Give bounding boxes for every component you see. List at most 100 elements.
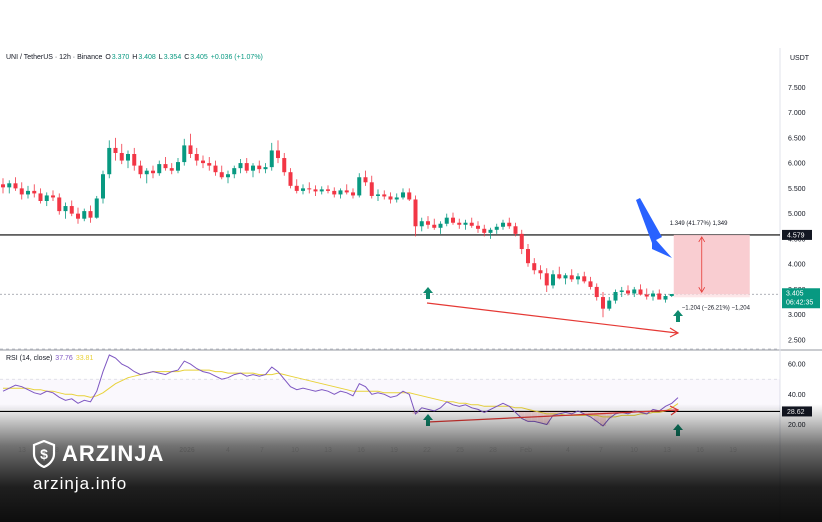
candle-body	[551, 274, 555, 286]
dollar-shield-icon: $	[32, 440, 56, 468]
candle-body	[619, 290, 624, 292]
candle-body	[332, 190, 337, 195]
candle-body	[1, 184, 5, 188]
candle-body	[288, 172, 293, 186]
candle-body	[207, 163, 212, 166]
candle-body	[63, 206, 68, 212]
candle-body	[232, 168, 237, 175]
candle-body	[669, 294, 674, 297]
high-label: H	[132, 54, 138, 61]
price-tick-label: 6.000	[788, 161, 806, 168]
candle-body	[201, 160, 205, 164]
brand-site: arzinja.info	[33, 474, 128, 493]
candle-body	[582, 276, 587, 282]
candle-body	[226, 174, 230, 178]
rsi-header: RSI (14, close) 37.76 33.81	[6, 355, 93, 362]
candle-body	[188, 145, 193, 154]
candle-body	[101, 174, 105, 199]
price-tick-label: 7.000	[788, 110, 806, 117]
candle-body	[94, 198, 99, 218]
time-tick-label: 2026	[179, 447, 195, 454]
candle-body	[351, 192, 355, 196]
callout-arrow	[636, 198, 672, 258]
candle-body	[419, 221, 424, 227]
time-tick-label: 13	[324, 447, 332, 454]
candle-body	[326, 189, 330, 191]
target-measure-arrowhead	[698, 236, 706, 243]
price-tick-label: 5.500	[788, 186, 806, 193]
last-price-badge	[782, 288, 820, 309]
candle-body	[269, 150, 274, 168]
candle-body	[7, 183, 12, 188]
price-tick-label: 4.000	[788, 262, 806, 269]
rsi-tick-label: 60.00	[788, 362, 806, 369]
price-divergence-line	[426, 302, 678, 334]
time-tick-label: 28	[489, 447, 497, 454]
candle-body	[113, 147, 118, 153]
candle-body	[119, 152, 124, 161]
candle-body	[563, 275, 568, 279]
time-tick-label: 13	[18, 447, 26, 454]
rsi-tick-label: 20.00	[788, 422, 806, 429]
candle-body	[401, 192, 405, 198]
time-tick-label: 10	[291, 447, 299, 454]
candle-body	[394, 197, 399, 200]
candle-body	[51, 195, 55, 198]
candle-body	[301, 188, 305, 191]
target-zone	[673, 234, 750, 295]
candle-body	[319, 189, 324, 192]
target-label: 1.349 (41.77%) 1,349	[670, 221, 728, 227]
candle-body	[132, 153, 137, 166]
candle-body	[107, 147, 112, 175]
time-tick-label: Feb	[520, 447, 532, 454]
candle-body	[469, 222, 474, 226]
candle-body	[169, 168, 174, 171]
low-value: 3.354	[163, 54, 182, 61]
candle-body	[588, 281, 593, 287]
candle-body	[457, 222, 462, 225]
rsi-tick-label: 40.00	[788, 392, 806, 399]
time-tick-label: 10	[630, 447, 638, 454]
candle-body	[138, 165, 143, 175]
open-value: 3.370	[111, 54, 130, 61]
candle-body	[76, 213, 80, 219]
candle-body	[26, 190, 30, 195]
price-tick-label: 5.000	[788, 211, 806, 218]
candle-body	[501, 222, 505, 227]
candle-body	[257, 165, 262, 170]
candle-body	[638, 289, 643, 295]
candle-body	[176, 162, 180, 171]
level-price-badge	[782, 229, 812, 240]
time-tick-label: 25	[456, 447, 464, 454]
candle-body	[194, 153, 199, 161]
candle-body	[244, 163, 249, 171]
candle-body	[507, 222, 512, 227]
candle-body	[363, 177, 368, 183]
candle-body	[557, 274, 562, 279]
rsi-band-fill	[0, 379, 780, 410]
chart-header: UNI / TetherUS · 12h · Binance O3.370 H3…	[6, 54, 264, 61]
candle-body	[238, 163, 243, 169]
symbol-label: UNI / TetherUS · 12h · Binance	[6, 54, 103, 61]
candle-body	[376, 194, 380, 196]
rsi-ma-value: 33.81	[75, 355, 94, 362]
brand-name: ARZINJA	[62, 441, 165, 466]
candle-body	[151, 170, 155, 174]
candle-body	[57, 197, 62, 212]
candle-body	[32, 190, 37, 194]
candle-body	[488, 229, 493, 233]
price-tick-label: 6.500	[788, 135, 806, 142]
candle-body	[657, 293, 662, 300]
level-price-badge-text: 4.579	[787, 232, 805, 239]
candle-body	[313, 189, 318, 192]
time-tick-label: 7	[260, 447, 264, 454]
candle-body	[626, 290, 630, 294]
candle-body	[451, 217, 455, 223]
brand-logo: $ ARZINJA	[32, 440, 164, 468]
time-tick-label: 16	[357, 447, 365, 454]
candle-body	[413, 199, 418, 227]
candle-body	[213, 165, 218, 173]
time-tick-label: 4	[566, 447, 570, 454]
candle-body	[569, 275, 574, 280]
